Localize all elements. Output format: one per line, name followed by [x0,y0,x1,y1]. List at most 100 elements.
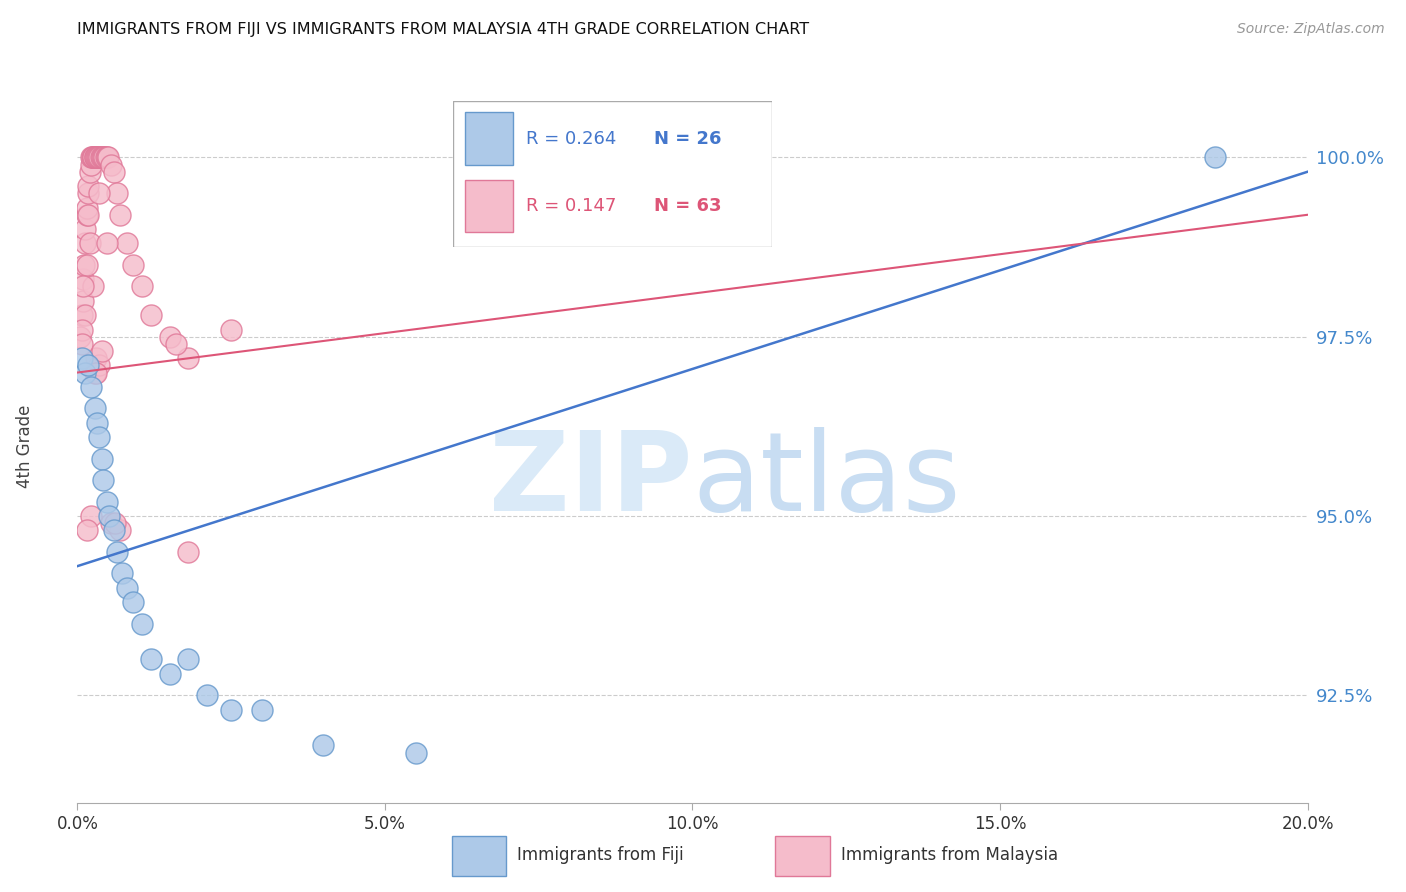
Point [105,186,128,201]
Point [82,150,104,164]
Point [73,366,96,380]
Point [77,208,100,222]
Point [177,351,200,366]
Point [97,150,120,164]
Point [96,236,118,251]
Point [87,359,110,373]
Point [159,666,181,681]
Point [159,329,181,343]
Text: ZIP: ZIP [489,427,693,534]
Point [90,344,114,359]
Point [121,595,143,609]
Point [82,150,104,164]
Point [84,351,107,366]
Point [76,258,98,272]
Point [100,516,122,530]
Point [104,516,127,530]
Point [70,308,93,322]
Point [94,150,117,164]
FancyBboxPatch shape [775,836,830,876]
Text: Immigrants from Fiji: Immigrants from Fiji [516,847,683,864]
Point [96,494,118,508]
Point [79,236,101,251]
Text: R = 0.147: R = 0.147 [526,197,616,215]
Point [73,308,96,322]
Point [103,524,125,538]
Point [76,208,98,222]
Point [70,351,93,366]
FancyBboxPatch shape [465,179,513,232]
Text: Source: ZipAtlas.com: Source: ZipAtlas.com [1237,22,1385,37]
Point [141,308,163,322]
Point [250,702,273,716]
Point [72,293,94,308]
Point [82,279,104,293]
Point [93,150,115,164]
Point [83,401,105,416]
FancyBboxPatch shape [451,836,506,876]
Point [77,359,100,373]
Text: N = 63: N = 63 [654,197,721,215]
Point [83,366,105,380]
Point [86,416,108,430]
Point [70,322,93,336]
Point [121,258,143,272]
Point [84,150,107,164]
Point [91,150,114,164]
Text: atlas: atlas [693,427,960,534]
Point [177,545,200,559]
Point [91,473,114,487]
Point [90,150,112,164]
Text: N = 26: N = 26 [654,129,721,148]
Point [96,150,118,164]
Point [76,524,98,538]
Point [90,150,114,164]
FancyBboxPatch shape [453,101,772,247]
Point [80,380,103,394]
Point [77,179,100,194]
Point [72,279,94,293]
Point [70,336,93,351]
Point [105,545,128,559]
Point [87,186,110,201]
Point [141,652,163,666]
Point [131,616,153,631]
Text: Immigrants from Malaysia: Immigrants from Malaysia [841,847,1059,864]
Point [84,366,107,380]
Point [110,208,132,222]
Point [73,236,96,251]
Point [312,739,335,753]
Text: R = 0.264: R = 0.264 [526,129,616,148]
Point [89,150,111,164]
Point [84,150,107,164]
Point [177,652,200,666]
Point [195,688,218,702]
Point [87,150,110,164]
Point [87,430,110,444]
Point [73,258,96,272]
Point [103,165,125,179]
Text: 4th Grade: 4th Grade [17,404,34,488]
Point [76,201,98,215]
Point [98,508,121,523]
Point [86,150,108,164]
Point [115,236,138,251]
Point [165,336,187,351]
Point [69,329,91,343]
Point [72,272,94,286]
Point [76,186,98,201]
Point [90,451,114,466]
Text: IMMIGRANTS FROM FIJI VS IMMIGRANTS FROM MALAYSIA 4TH GRADE CORRELATION CHART: IMMIGRANTS FROM FIJI VS IMMIGRANTS FROM … [77,22,810,37]
Point [219,322,242,336]
Point [111,566,132,581]
Point [131,279,153,293]
Point [75,222,97,236]
Point [219,702,242,716]
Point [80,508,103,523]
Point [83,150,105,164]
FancyBboxPatch shape [465,112,513,165]
Point [79,165,101,179]
Point [100,158,122,172]
Point [115,581,138,595]
Point [405,746,427,760]
